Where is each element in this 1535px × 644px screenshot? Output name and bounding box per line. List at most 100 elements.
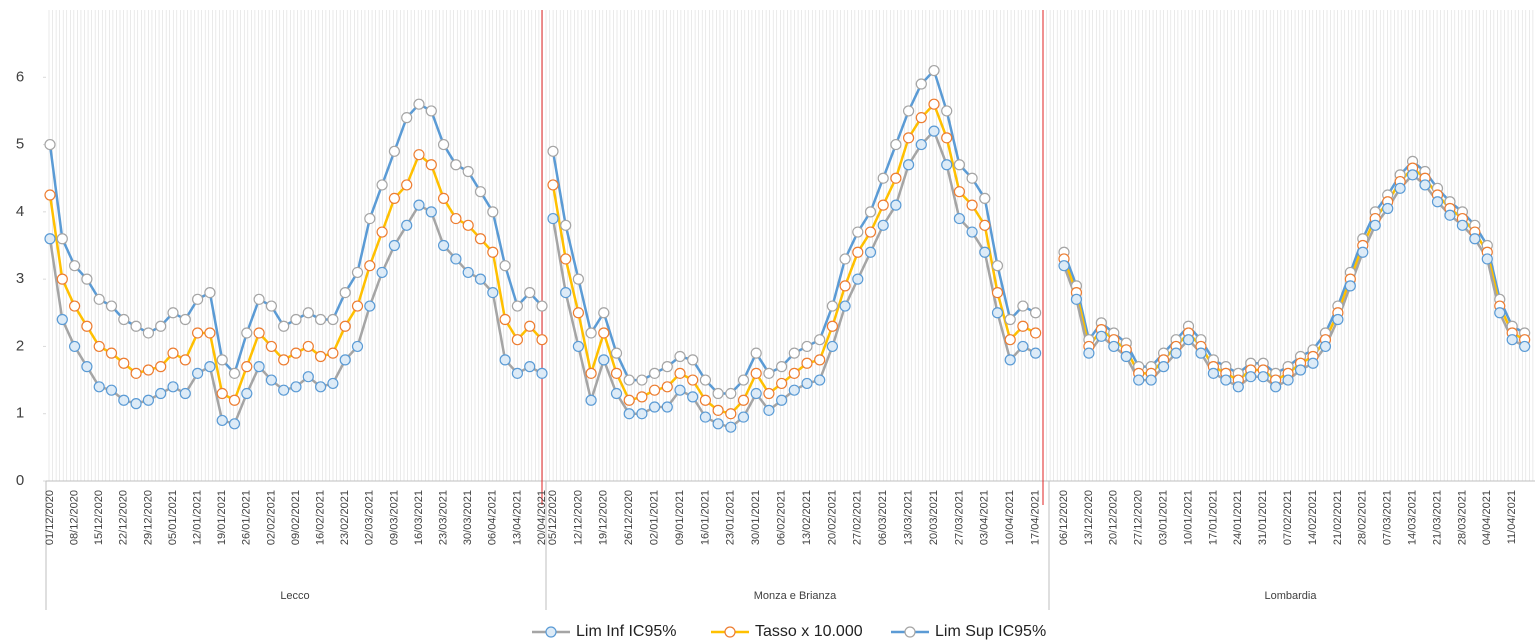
marker	[979, 219, 991, 231]
marker	[462, 165, 474, 178]
marker	[648, 384, 661, 396]
marker	[388, 145, 400, 157]
marker	[801, 357, 813, 369]
marker	[130, 367, 142, 379]
marker	[1004, 334, 1016, 346]
marker	[598, 327, 610, 339]
marker	[1294, 364, 1307, 376]
marker	[763, 387, 775, 400]
x-tick-label: 12/12/2020	[572, 490, 584, 545]
marker	[68, 340, 81, 353]
marker	[725, 421, 737, 433]
x-tick-label: 20/04/2021	[536, 490, 548, 545]
marker	[991, 260, 1004, 272]
marker	[524, 361, 536, 373]
marker	[327, 377, 339, 390]
marker	[1017, 300, 1029, 312]
marker	[1070, 293, 1083, 305]
marker	[1145, 374, 1157, 386]
marker	[339, 354, 351, 366]
marker	[118, 394, 130, 406]
marker	[401, 112, 413, 124]
marker	[953, 159, 966, 171]
x-tick-label: 07/03/2021	[1382, 490, 1394, 545]
marker	[511, 334, 524, 346]
marker	[775, 394, 788, 406]
marker	[315, 313, 327, 326]
marker	[941, 105, 953, 117]
marker	[179, 354, 191, 366]
marker	[192, 367, 204, 379]
marker	[750, 387, 762, 400]
x-tick-label: 15/12/2020	[93, 490, 105, 545]
marker	[1257, 371, 1269, 383]
marker	[413, 98, 425, 110]
marker	[339, 287, 351, 299]
marker	[278, 384, 290, 396]
x-tick-label: 13/02/2021	[801, 490, 813, 545]
x-tick-label: 13/12/2020	[1083, 490, 1095, 545]
marker	[547, 212, 559, 225]
marker	[1319, 340, 1332, 353]
marker	[438, 192, 450, 204]
x-tick-label: 28/02/2021	[1357, 490, 1369, 545]
marker	[438, 239, 450, 252]
group-label: Lombardia	[1265, 590, 1318, 602]
marker	[364, 300, 376, 312]
marker	[826, 300, 839, 312]
x-tick-label: 06/04/2021	[487, 490, 499, 545]
marker	[474, 273, 487, 285]
marker	[572, 273, 585, 285]
marker	[450, 212, 462, 225]
x-tick-label: 16/03/2021	[413, 490, 425, 545]
marker	[1494, 307, 1506, 319]
x-tick-label: 14/02/2021	[1307, 490, 1319, 545]
x-tick-label: 01/12/2020	[44, 490, 56, 545]
x-tick-label: 23/01/2021	[725, 490, 737, 545]
marker	[1017, 320, 1029, 332]
marker	[155, 387, 167, 400]
marker	[775, 361, 788, 373]
marker	[852, 226, 864, 238]
marker	[966, 199, 978, 211]
marker	[1245, 371, 1257, 383]
marker	[1406, 169, 1419, 181]
marker	[928, 98, 940, 110]
marker	[474, 233, 487, 245]
marker	[725, 408, 737, 420]
marker	[572, 340, 585, 353]
marker	[1382, 202, 1394, 215]
marker	[915, 112, 927, 124]
marker	[413, 199, 425, 211]
marker	[699, 394, 712, 406]
x-tick-label: 07/02/2021	[1282, 490, 1294, 545]
marker	[228, 394, 241, 406]
marker	[1394, 182, 1406, 194]
marker	[438, 138, 450, 151]
legend-label: Lim Inf IC95%	[576, 623, 676, 640]
marker	[560, 253, 572, 265]
marker	[674, 384, 686, 396]
marker	[928, 125, 940, 137]
x-tick-label: 12/01/2021	[192, 490, 204, 545]
marker	[953, 212, 966, 225]
x-tick-label: 29/12/2020	[142, 490, 154, 545]
x-tick-label: 06/03/2021	[877, 490, 889, 545]
marker	[1108, 340, 1120, 353]
marker	[826, 320, 839, 332]
marker	[142, 394, 154, 406]
x-tick-label: 22/12/2020	[118, 490, 130, 545]
marker	[890, 172, 902, 184]
marker	[388, 192, 400, 204]
marker	[623, 374, 635, 386]
marker	[376, 179, 388, 191]
marker	[636, 408, 648, 420]
legend-marker	[724, 626, 736, 638]
marker	[68, 260, 81, 272]
marker	[511, 300, 524, 312]
marker	[1232, 381, 1244, 393]
marker	[661, 361, 673, 373]
marker	[991, 307, 1004, 319]
marker	[487, 246, 499, 258]
